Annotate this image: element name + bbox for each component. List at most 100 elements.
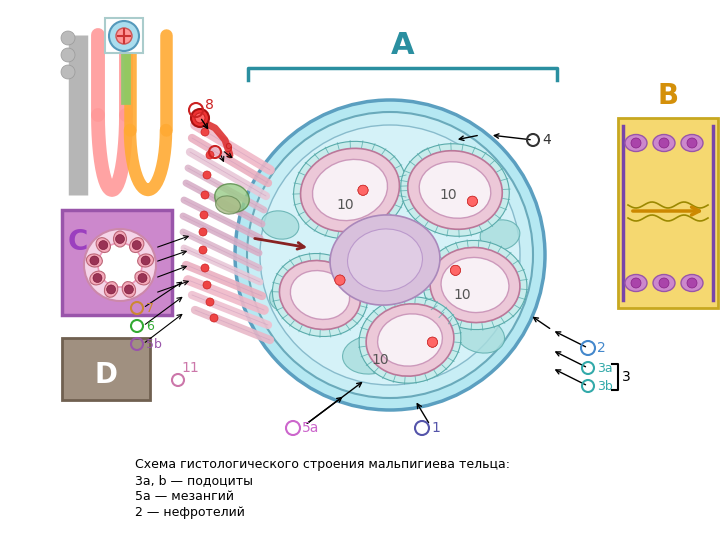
Ellipse shape (430, 247, 520, 322)
Circle shape (687, 138, 697, 148)
Circle shape (125, 285, 133, 294)
Circle shape (631, 278, 641, 288)
Ellipse shape (366, 304, 454, 376)
Ellipse shape (456, 317, 505, 353)
Text: 10: 10 (372, 353, 389, 367)
Circle shape (206, 151, 214, 159)
Circle shape (206, 298, 214, 306)
Circle shape (107, 285, 116, 294)
Circle shape (659, 138, 669, 148)
Circle shape (428, 337, 438, 347)
Text: 5b: 5b (146, 338, 162, 350)
Ellipse shape (625, 134, 647, 152)
Ellipse shape (86, 254, 102, 267)
Text: 10: 10 (439, 188, 456, 202)
Ellipse shape (130, 238, 144, 253)
Circle shape (335, 275, 345, 285)
Ellipse shape (272, 253, 368, 336)
Circle shape (138, 273, 147, 282)
Circle shape (93, 273, 102, 282)
Circle shape (335, 275, 345, 285)
Circle shape (203, 281, 211, 289)
Ellipse shape (261, 211, 299, 239)
Text: 3b: 3b (597, 380, 613, 393)
Circle shape (358, 185, 368, 195)
Circle shape (201, 128, 209, 136)
Text: 6: 6 (146, 320, 154, 333)
Text: 10: 10 (336, 198, 354, 212)
Circle shape (210, 314, 218, 322)
Circle shape (141, 256, 150, 265)
Bar (618, 118, 718, 308)
Ellipse shape (279, 260, 361, 329)
Circle shape (199, 246, 207, 254)
Ellipse shape (312, 159, 387, 221)
Ellipse shape (408, 151, 503, 230)
Text: 9: 9 (224, 141, 232, 154)
Ellipse shape (114, 231, 127, 247)
Ellipse shape (343, 336, 397, 374)
Circle shape (99, 241, 108, 249)
Text: A: A (391, 31, 414, 60)
Text: 2 — нефротелий: 2 — нефротелий (135, 506, 245, 519)
Text: 2: 2 (597, 341, 606, 355)
Ellipse shape (290, 271, 350, 320)
Circle shape (428, 337, 438, 347)
Circle shape (132, 241, 141, 249)
Bar (62, 338, 150, 400)
Text: C: C (68, 228, 89, 256)
Text: 5а — мезангий: 5а — мезангий (135, 490, 234, 503)
Ellipse shape (269, 278, 310, 312)
Ellipse shape (480, 220, 520, 250)
Ellipse shape (305, 153, 356, 197)
Circle shape (467, 196, 477, 206)
Text: 5а: 5а (302, 421, 320, 435)
Circle shape (109, 21, 139, 51)
Text: 10: 10 (453, 288, 471, 302)
Ellipse shape (122, 281, 135, 298)
Text: 11: 11 (181, 361, 199, 375)
Circle shape (203, 171, 211, 179)
Text: 4: 4 (542, 133, 551, 147)
Circle shape (199, 228, 207, 236)
Circle shape (247, 112, 533, 398)
Ellipse shape (377, 314, 442, 366)
Ellipse shape (423, 240, 527, 329)
Ellipse shape (300, 148, 400, 232)
Circle shape (687, 278, 697, 288)
Circle shape (200, 211, 208, 219)
Ellipse shape (135, 271, 150, 285)
Circle shape (451, 265, 461, 275)
Ellipse shape (419, 161, 491, 218)
Circle shape (659, 278, 669, 288)
Circle shape (115, 234, 125, 244)
Text: 3а, b — подоциты: 3а, b — подоциты (135, 474, 253, 487)
Ellipse shape (138, 254, 153, 267)
Ellipse shape (653, 274, 675, 292)
Circle shape (467, 196, 477, 206)
Circle shape (98, 243, 142, 287)
Text: 3: 3 (622, 370, 631, 384)
Ellipse shape (330, 215, 440, 305)
Ellipse shape (90, 271, 105, 285)
Bar (105, 18, 143, 53)
Text: B: B (657, 82, 678, 110)
Circle shape (451, 265, 461, 275)
Circle shape (451, 265, 461, 275)
Ellipse shape (625, 274, 647, 292)
Circle shape (84, 229, 156, 301)
Ellipse shape (359, 297, 461, 383)
Ellipse shape (215, 184, 249, 212)
Ellipse shape (681, 134, 703, 152)
Circle shape (235, 100, 545, 410)
Ellipse shape (348, 229, 423, 291)
Circle shape (335, 275, 345, 285)
Text: 8: 8 (205, 98, 214, 112)
Circle shape (191, 109, 209, 127)
Circle shape (201, 191, 209, 199)
Ellipse shape (96, 238, 110, 253)
Circle shape (116, 28, 132, 44)
Circle shape (358, 185, 368, 195)
Circle shape (61, 31, 75, 45)
Text: 7: 7 (146, 301, 154, 314)
